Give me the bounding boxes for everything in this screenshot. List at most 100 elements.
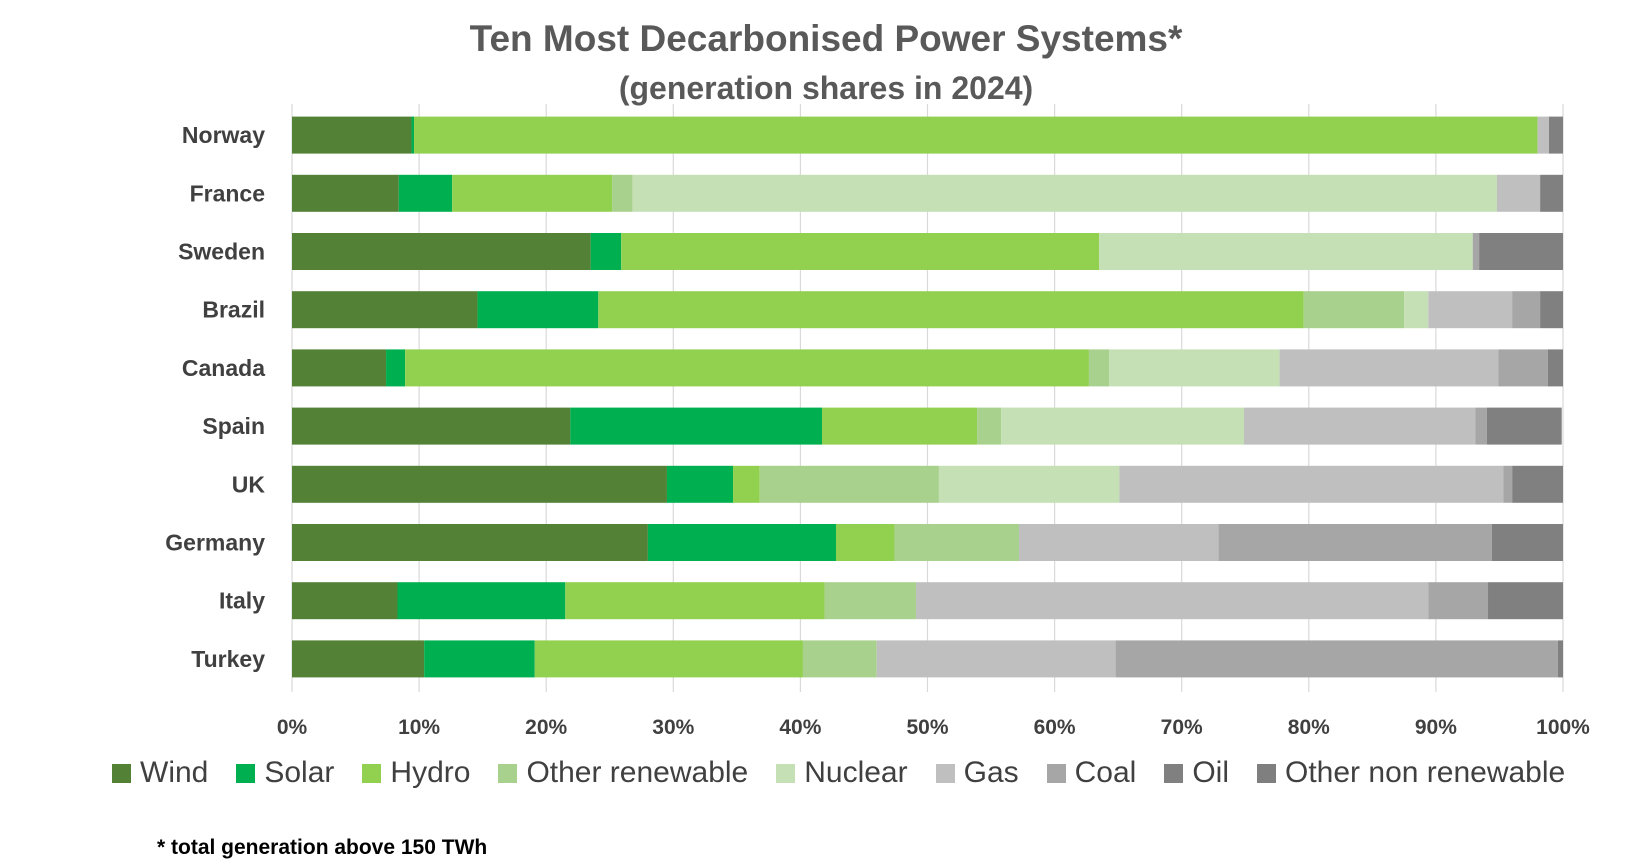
bar-segment (405, 349, 1089, 387)
bar-segment (1218, 524, 1492, 561)
bar-segment (916, 582, 1429, 620)
legend-swatch (935, 763, 955, 783)
chart-footnote: * total generation above 150 TWh (157, 836, 488, 859)
bar-segment (386, 349, 406, 387)
category-label: France (190, 180, 265, 206)
bar-segment (1119, 465, 1504, 503)
bar-segment (414, 116, 1538, 154)
bar-segment (1475, 407, 1487, 445)
bar-segment (1404, 291, 1429, 329)
legend-swatch (236, 763, 256, 783)
bar-segment (1540, 174, 1563, 212)
bar-segment (1479, 233, 1563, 270)
bar-segment (452, 174, 613, 212)
legend-label: Hydro (390, 756, 471, 789)
legend-swatch (1257, 763, 1277, 783)
legend-label: Oil (1192, 756, 1230, 789)
bar-segment (1491, 524, 1563, 561)
bar-segment (477, 291, 599, 329)
category-label: Sweden (178, 239, 265, 265)
bar-segment (292, 233, 591, 270)
bar-segment (1512, 465, 1563, 503)
bar-segment (802, 640, 877, 678)
bar-segment (733, 465, 760, 503)
legend-label: Other renewable (526, 756, 749, 789)
bar-segment (565, 582, 825, 620)
bar-segment (292, 407, 571, 445)
x-tick-label: 100% (1536, 716, 1590, 739)
bar-segment (835, 524, 895, 561)
bar-segment (621, 233, 1100, 270)
bar-segment (1428, 291, 1513, 329)
bar-segment (1279, 349, 1499, 387)
bar-segment (292, 174, 399, 212)
legend-item: Other renewable (498, 756, 748, 790)
bar-segment (1488, 582, 1563, 620)
legend-item: Gas (935, 756, 1019, 790)
legend-label: Coal (1074, 756, 1137, 789)
chart-subtitle: (generation shares in 2024) (618, 70, 1034, 106)
bar-segment (1486, 407, 1562, 445)
bar-segment (1472, 233, 1480, 270)
x-tick-label: 60% (1034, 716, 1076, 739)
legend-swatch (776, 763, 796, 783)
bar-segment (666, 465, 734, 503)
bar-segment (894, 524, 1020, 561)
category-label: Italy (219, 588, 265, 614)
bar-segment (1088, 349, 1110, 387)
x-tick-label: 10% (398, 716, 440, 739)
legend-label: Other non renewable (1285, 756, 1566, 789)
bar-segment (1503, 465, 1513, 503)
x-tick-label: 50% (906, 716, 948, 739)
bar-segment (1537, 116, 1550, 154)
bar-segment (1547, 349, 1563, 387)
bar-segment (590, 233, 622, 270)
bar-segment (292, 116, 412, 154)
bar-segment (1428, 582, 1489, 620)
category-label: Spain (202, 413, 265, 439)
legend-label: Wind (140, 756, 209, 789)
category-label: Turkey (191, 646, 265, 672)
legend-swatch (1164, 763, 1184, 783)
bar-segment (598, 291, 1304, 329)
bar-segment (876, 640, 1116, 678)
legend-swatch (362, 763, 382, 783)
bar-segment (570, 407, 823, 445)
legend-label: Nuclear (804, 756, 908, 789)
x-tick-label: 90% (1415, 716, 1457, 739)
bar-segment (1512, 291, 1541, 329)
legend-swatch (112, 763, 131, 783)
bar-segment (1001, 407, 1244, 445)
bar-segment (292, 640, 425, 678)
bar-segment (397, 582, 566, 620)
bar-segment (647, 524, 836, 561)
bar-segment (292, 524, 648, 561)
bar-segment (824, 582, 917, 620)
bar-segment (398, 174, 453, 212)
chart-legend: Wind Solar Hydro Other renewable Nuclear Gas C… (112, 756, 1593, 790)
bar-segment (292, 291, 478, 329)
bar-segment (292, 582, 398, 620)
legend-swatch (1046, 763, 1066, 783)
category-label: UK (232, 471, 266, 497)
bar-segment (938, 465, 1120, 503)
legend-item: Oil (1164, 756, 1229, 790)
x-tick-label: 20% (525, 716, 567, 739)
bar-segment (1099, 233, 1473, 270)
bar-segment (1109, 349, 1280, 387)
legend-item: Wind (112, 756, 208, 790)
bar-segment (411, 116, 415, 154)
bar-segment (1243, 407, 1476, 445)
chart-title: Ten Most Decarbonised Power Systems* (469, 18, 1183, 59)
bar-segment (534, 640, 803, 678)
bar-segment (822, 407, 978, 445)
bar-segment (612, 174, 633, 212)
bar-segment (292, 349, 387, 387)
x-tick-label: 40% (779, 716, 821, 739)
x-tick-label: 30% (652, 716, 694, 739)
category-label: Germany (165, 530, 265, 556)
x-tick-label: 70% (1161, 716, 1203, 739)
bar-segment (1498, 349, 1548, 387)
bar-segment (1303, 291, 1405, 329)
x-tick-label: 80% (1288, 716, 1330, 739)
